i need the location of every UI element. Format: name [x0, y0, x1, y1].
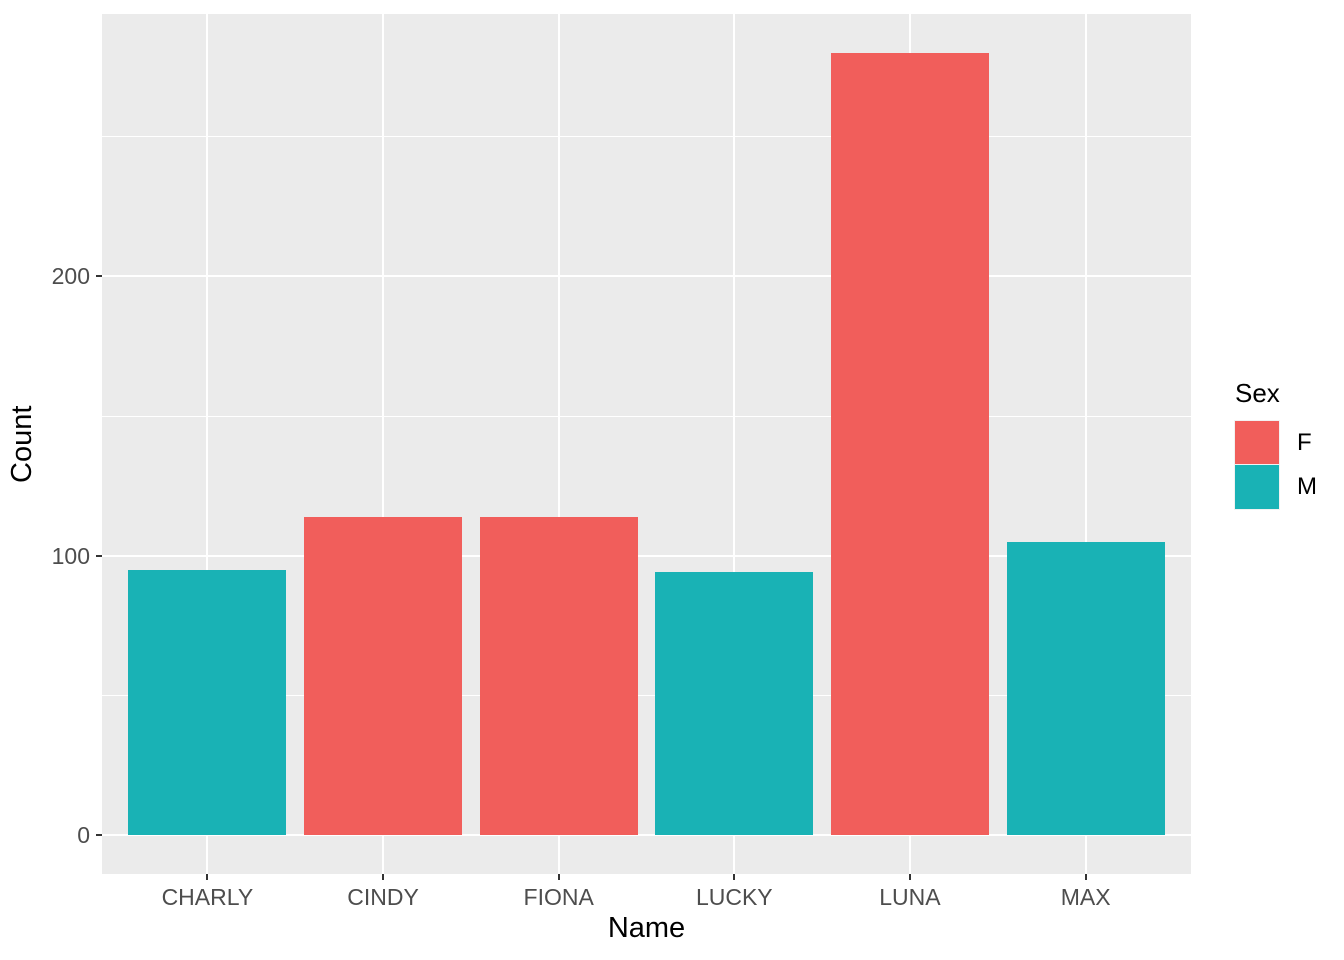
x-tick-mark-cindy [382, 874, 385, 880]
bar-cindy [303, 516, 463, 835]
bar-luna [830, 53, 989, 835]
x-tick-label-luna: LUNA [879, 884, 941, 910]
y-tick-mark-100 [96, 554, 102, 557]
gridline-minor-50 [102, 694, 1191, 696]
gridline-minor-150 [102, 415, 1191, 417]
y-axis-title: Count [6, 405, 38, 483]
legend-label-f: F [1297, 429, 1312, 456]
legend-swatch-m [1235, 465, 1279, 509]
bar-fiona [479, 516, 638, 835]
legend-title: Sex [1235, 378, 1280, 408]
x-tick-mark-luna [908, 874, 911, 880]
plot-panel [102, 14, 1191, 874]
y-tick-mark-200 [96, 275, 102, 278]
gridline-minor-250 [102, 136, 1191, 138]
x-tick-mark-lucky [733, 874, 736, 880]
x-tick-label-lucky: LUCKY [695, 884, 773, 910]
gridline-major-100 [102, 554, 1191, 557]
x-tick-label-charly: CHARLY [161, 884, 254, 910]
x-tick-label-fiona: FIONA [523, 884, 594, 910]
legend-entry-f: F [1235, 421, 1317, 465]
x-tick-mark-fiona [557, 874, 560, 880]
bar-charly [128, 569, 287, 835]
gridline-category-lucky [733, 14, 736, 874]
x-tick-mark-charly [206, 874, 209, 880]
y-tick-label-0: 0 [77, 821, 90, 848]
bar-max [1006, 541, 1165, 835]
x-axis-title: Name [607, 912, 686, 944]
bar-lucky [655, 572, 814, 835]
y-tick-label-200: 200 [51, 263, 90, 290]
legend-label-m: M [1297, 473, 1317, 500]
gridline-category-max [1084, 14, 1087, 874]
legend-entry-m: M [1235, 465, 1317, 509]
gridline-category-charly [206, 14, 209, 874]
y-tick-label-100: 100 [51, 542, 90, 569]
x-tick-mark-max [1084, 874, 1087, 880]
legend-swatch-f [1235, 421, 1279, 465]
gridline-major-200 [102, 275, 1191, 278]
gridline-major-0 [102, 833, 1191, 836]
x-tick-label-cindy: CINDY [347, 884, 419, 910]
y-tick-mark-0 [96, 833, 102, 836]
gridline-category-fiona [557, 14, 560, 874]
gridline-category-cindy [382, 14, 385, 874]
x-tick-label-max: MAX [1060, 884, 1111, 910]
